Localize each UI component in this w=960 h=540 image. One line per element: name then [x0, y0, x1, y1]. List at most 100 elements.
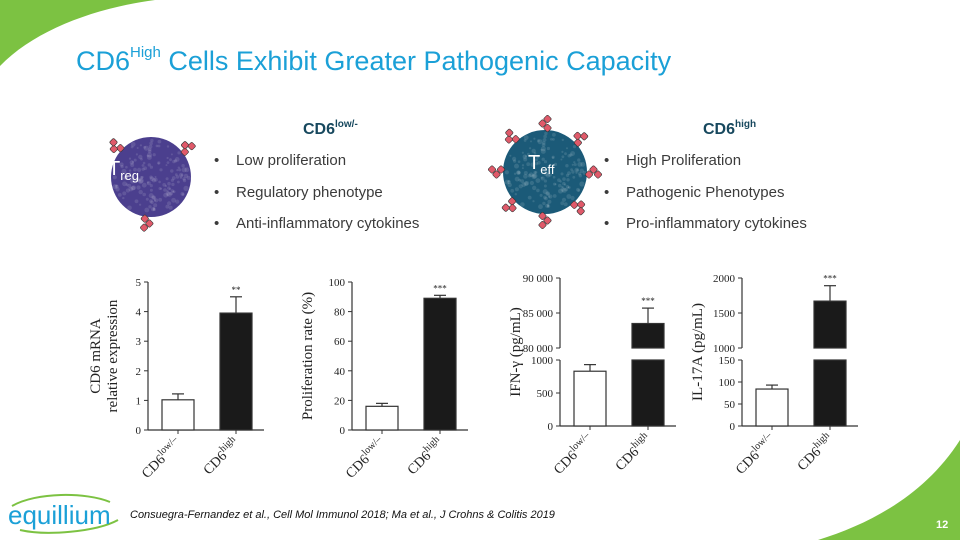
cell-texture-dot: [182, 178, 187, 183]
cell-texture-dot: [114, 184, 119, 189]
cell-texture-dot: [530, 162, 535, 167]
cell-texture-dot: [578, 174, 582, 178]
cell-texture-dot: [166, 191, 172, 197]
cell-texture-dot: [181, 193, 185, 196]
receptor-icon: [504, 128, 520, 144]
cell-texture-dot: [175, 175, 180, 179]
heading-sup: high: [735, 119, 757, 130]
cell-texture-dot: [523, 174, 528, 179]
cell-texture-dot: [579, 181, 585, 187]
cell-texture-dot: [532, 185, 537, 191]
cell-texture-dot: [158, 187, 162, 190]
cell-texture-dot: [152, 206, 156, 210]
x-tick-label-sup: low/–: [156, 433, 181, 458]
bullet-text: Low proliferation: [236, 152, 347, 169]
cell-texture-dot: [534, 170, 538, 174]
cell-texture-dot: [182, 177, 186, 181]
y-tick-label: 100: [329, 277, 346, 289]
cell-texture-dot: [163, 188, 167, 192]
cell-texture-dot: [553, 162, 558, 166]
cell-texture-dot: [143, 166, 147, 170]
cell-texture-dot: [564, 152, 567, 156]
x-tick-label: CD6low/–: [341, 433, 389, 481]
cell-texture-dot: [157, 144, 161, 148]
cell-texture-dot: [547, 204, 551, 208]
y-tick-label: 150: [719, 355, 736, 367]
cell-texture-dot: [149, 176, 155, 182]
y-tick-label: 40: [334, 366, 346, 378]
receptor-segment: [573, 131, 582, 140]
cell-texture-dot: [573, 163, 577, 167]
cell-texture-dot: [516, 170, 521, 175]
cell-texture-dot: [112, 184, 118, 190]
cell-texture-dot: [524, 181, 530, 186]
cell-texture-dot: [562, 181, 566, 186]
bullet-item: • Low proliferation: [214, 152, 419, 184]
bar-lower-segment: [631, 359, 665, 427]
cell-texture-dot: [551, 155, 555, 159]
cell-texture-dot: [535, 158, 538, 162]
treg-cell-label: Treg: [108, 158, 139, 183]
bar: [219, 312, 253, 431]
cell-texture-dot: [151, 207, 155, 212]
receptor-segment: [511, 135, 520, 144]
title-rest: Cells Exhibit Greater Pathogenic Capacit…: [160, 46, 672, 76]
y-tick-label: 1500: [713, 308, 736, 320]
cell-texture-dot: [150, 138, 154, 143]
cell-texture-dot: [546, 146, 550, 151]
cell-texture-dot: [513, 172, 517, 175]
cell-texture-dot: [560, 172, 564, 176]
cell-texture-dot: [535, 178, 541, 183]
cell-texture-dot: [146, 154, 149, 157]
cell-texture-dot: [165, 164, 168, 167]
cell-texture-dot: [178, 172, 184, 178]
y-tick-label: 20: [334, 395, 346, 407]
cell-texture-dot: [536, 156, 539, 159]
x-tick-label-sup: low/–: [750, 429, 775, 454]
cell-texture-dot: [507, 180, 511, 184]
receptor-segment: [573, 138, 582, 147]
receptor-segment: [140, 223, 149, 232]
group-heading-high: CD6high: [703, 119, 757, 139]
cell-texture-dot: [145, 197, 149, 201]
y-tick-label: 2000: [713, 273, 736, 285]
cell-texture-dot: [532, 200, 535, 203]
cell-texture-dot: [139, 179, 142, 182]
y-tick-label: 0: [548, 421, 554, 433]
receptor-icon: [538, 212, 552, 229]
cell-texture-dot: [577, 158, 581, 162]
cell-texture-dot: [577, 189, 581, 192]
cell-texture-dot: [542, 201, 546, 206]
y-tick-label: 0: [730, 421, 736, 433]
cell-texture-dot: [567, 154, 571, 158]
cell-texture-dot: [527, 195, 532, 200]
receptor-segment: [543, 216, 552, 225]
cell-texture-dot: [140, 175, 144, 179]
cell-texture-dot: [572, 145, 577, 149]
cell-texture-dot: [550, 138, 553, 141]
y-tick-label: 85 000: [523, 308, 554, 320]
cell-texture-dot: [138, 154, 143, 160]
equillium-logo: equillium: [6, 490, 126, 539]
cell-texture-dot: [562, 177, 566, 181]
cell-texture-dot: [112, 175, 117, 180]
cell-texture-dot: [138, 178, 144, 184]
cell-texture-dot: [167, 201, 172, 206]
cell-texture-dot: [171, 176, 176, 180]
cell-texture-dot: [128, 157, 132, 160]
cell-texture-dot: [559, 180, 562, 183]
cell-texture-dot: [169, 187, 172, 191]
cell-texture-dot: [149, 184, 153, 188]
cell-body: [503, 130, 587, 214]
cell-texture-dot: [507, 180, 511, 183]
cell-texture-dot: [166, 156, 169, 160]
treg-cell-illustration: [96, 122, 206, 232]
receptor-icon: [180, 141, 196, 156]
cell-texture-dot: [543, 134, 547, 139]
cell-texture-dot: [183, 185, 189, 191]
cell-texture-dot: [552, 138, 555, 141]
cell-texture-dot: [129, 172, 131, 175]
cell-texture-dot: [172, 159, 176, 164]
cell-texture-dot: [553, 182, 556, 186]
cell-texture-dot: [165, 177, 169, 181]
